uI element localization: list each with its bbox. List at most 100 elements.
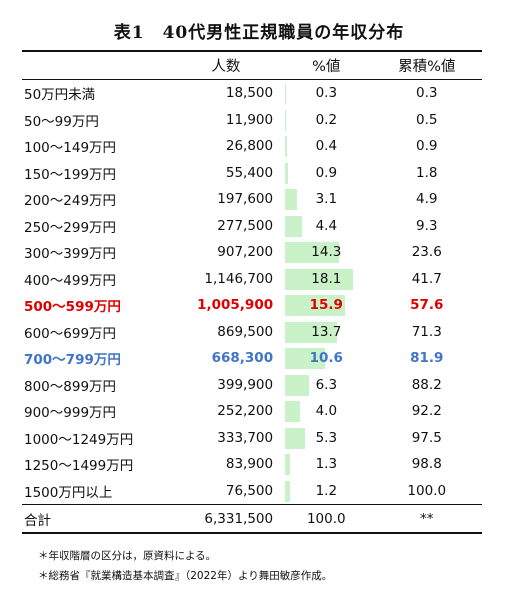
percent-cell: 15.9 [281, 292, 371, 319]
income-band: 900～999万円 [24, 405, 117, 422]
total-label: 合計 [22, 504, 179, 534]
table-row: 50～99万円 11,900 0.2 0.5 [22, 107, 482, 134]
percent-value: 5.3 [315, 429, 338, 446]
percent-cell: 3.1 [281, 186, 371, 213]
percent-bar [285, 374, 309, 396]
table-row: 1000～1249万円 333,700 5.3 97.5 [22, 425, 482, 452]
income-band: 1500万円以上 [24, 484, 113, 501]
table-row: 1250～1499万円 83,900 1.3 98.8 [22, 451, 482, 478]
cumulative-value: 92.2 [411, 403, 442, 420]
population-value: 1,146,700 [204, 270, 274, 287]
percent-cell: 6.3 [281, 372, 371, 399]
percent-cell: 1.2 [281, 478, 371, 505]
percent-value: 4.0 [315, 403, 338, 420]
total-population: 6,331,500 [178, 504, 282, 534]
percent-value: 0.9 [315, 164, 338, 181]
cumulative-value: 1.8 [416, 164, 438, 181]
percent-value: 15.9 [309, 297, 343, 314]
percent-cell: 5.3 [281, 425, 371, 452]
population-value: 869,500 [217, 323, 274, 340]
population-value: 907,200 [217, 244, 274, 261]
percent-value: 14.3 [311, 244, 342, 261]
population-value: 1,005,900 [197, 297, 274, 314]
table-row: 1500万円以上 76,500 1.2 100.0 [22, 478, 482, 505]
footnotes: ＊年収階層の区分は，原資料による。 ＊総務省『就業構造基本調査』（2022年）よ… [38, 546, 332, 586]
income-band: 50万円未満 [24, 87, 96, 104]
cumulative-value: 0.9 [416, 138, 438, 155]
header-band [22, 50, 179, 80]
income-band: 50～99万円 [24, 113, 99, 130]
income-band: 700～799万円 [24, 352, 121, 369]
cumulative-value: 0.5 [416, 111, 438, 128]
table-header-row: 人数 %値 累積%値 [22, 50, 482, 80]
cumulative-value: 9.3 [416, 217, 438, 234]
percent-value: 0.2 [315, 111, 338, 128]
cumulative-value: 100.0 [407, 482, 447, 499]
percent-bar [285, 321, 337, 343]
percent-cell: 10.6 [281, 345, 371, 372]
percent-bar [285, 242, 339, 263]
population-value: 55,400 [225, 164, 274, 181]
population-value: 252,200 [217, 403, 274, 420]
header-cumulative: 累積%値 [371, 50, 482, 80]
table-row: 100～149万円 26,800 0.4 0.9 [22, 133, 482, 160]
percent-value: 10.6 [309, 350, 343, 367]
table-title: 表1 40代男性正規職員の年収分布 [113, 23, 405, 43]
population-value: 399,900 [217, 376, 274, 393]
cumulative-value: 98.8 [411, 456, 442, 473]
percent-bar [285, 83, 287, 104]
footnote: ＊総務省『就業構造基本調査』（2022年）より舞田敏彦作成。 [38, 570, 333, 582]
income-band: 400～499万円 [24, 272, 117, 289]
income-band: 100～149万円 [24, 140, 117, 157]
total-cumulative: ** [371, 504, 482, 534]
percent-bar [285, 189, 297, 210]
table-row: 50万円未満 18,500 0.3 0.3 [22, 80, 482, 107]
table-row: 500～599万円 1,005,900 15.9 57.6 [22, 292, 482, 319]
cumulative-value: 0.3 [416, 85, 438, 102]
percent-bar [285, 480, 290, 502]
percent-bar [285, 215, 302, 237]
population-value: 668,300 [211, 350, 274, 367]
percent-bar [285, 162, 289, 184]
table-row: 150～199万円 55,400 0.9 1.8 [22, 160, 482, 187]
percent-value: 1.3 [315, 456, 338, 473]
footnote: ＊年収階層の区分は，原資料による。 [38, 550, 217, 562]
percent-cell: 4.0 [281, 398, 371, 425]
table-row: 700～799万円 668,300 10.6 81.9 [22, 345, 482, 372]
percent-value: 4.4 [315, 217, 338, 234]
percent-cell: 0.3 [281, 80, 371, 107]
percent-cell: 14.3 [281, 239, 371, 266]
cumulative-value: 88.2 [411, 376, 442, 393]
income-band: 200～249万円 [24, 193, 117, 210]
table-row: 400～499万円 1,146,700 18.1 41.7 [22, 266, 482, 293]
header-percent: %値 [281, 50, 372, 80]
income-band: 600～699万円 [24, 325, 117, 342]
cumulative-value: 81.9 [410, 350, 444, 367]
population-value: 26,800 [225, 138, 274, 155]
percent-value: 1.2 [315, 482, 338, 499]
population-value: 277,500 [217, 217, 274, 234]
income-band: 300～399万円 [24, 246, 117, 263]
percent-value: 6.3 [315, 376, 338, 393]
population-value: 76,500 [225, 482, 274, 499]
percent-value: 18.1 [311, 270, 342, 287]
income-band: 1250～1499万円 [24, 458, 134, 475]
percent-value: 0.4 [315, 138, 338, 155]
percent-bar [285, 401, 301, 422]
cumulative-value: 71.3 [411, 323, 442, 340]
cumulative-value: 4.9 [416, 191, 438, 208]
table-row: 200～249万円 197,600 3.1 4.9 [22, 186, 482, 213]
total-percent: 100.0 [281, 504, 372, 534]
percent-bar [285, 109, 286, 131]
percent-bar [285, 427, 306, 449]
percent-cell: 13.7 [281, 319, 371, 346]
header-population: 人数 [178, 50, 282, 80]
table-row: 600～699万円 869,500 13.7 71.3 [22, 319, 482, 346]
population-value: 333,700 [217, 429, 274, 446]
population-value: 18,500 [225, 85, 274, 102]
population-value: 197,600 [217, 191, 274, 208]
percent-bar [285, 268, 354, 290]
population-value: 11,900 [225, 111, 274, 128]
income-band: 1000～1249万円 [24, 431, 134, 448]
income-band: 250～299万円 [24, 219, 117, 236]
